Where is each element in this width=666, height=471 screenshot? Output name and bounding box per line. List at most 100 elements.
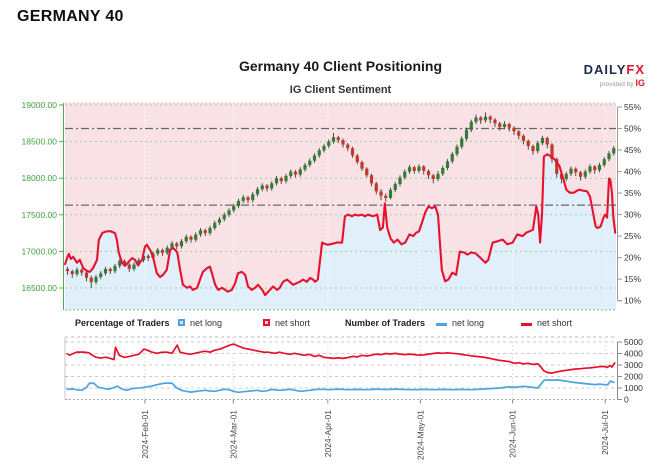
candle-down xyxy=(293,171,298,175)
candle-up xyxy=(208,227,212,234)
candle-down xyxy=(108,268,112,272)
price-axis: 19000.00 18500.00 18000.00 17500.00 17000.00… xyxy=(22,100,64,310)
candle-up xyxy=(213,222,217,228)
candle-down xyxy=(355,155,359,163)
provided-by-text: provided by xyxy=(599,81,634,88)
candle-down xyxy=(246,197,250,201)
candle-up xyxy=(284,176,288,182)
candle-up xyxy=(217,219,222,223)
candle-up xyxy=(536,143,540,152)
candle-up xyxy=(75,269,79,275)
count-tick-label: 0 xyxy=(624,395,629,405)
candle-down xyxy=(550,144,554,160)
candle-up xyxy=(441,167,445,174)
date-tick-label: 2024-Feb-01 xyxy=(140,410,150,459)
chart-subtitle: IG Client Sentiment xyxy=(289,84,392,96)
candle-up xyxy=(612,148,616,154)
candle-up xyxy=(236,200,241,207)
candle-down xyxy=(350,148,355,156)
candle-up xyxy=(317,150,321,156)
price-tick-label: 17000.00 xyxy=(22,246,58,256)
candle-up xyxy=(474,117,478,122)
candle-down xyxy=(521,135,526,141)
count-tick-label: 2000 xyxy=(624,372,643,382)
ig-logo-text: IG xyxy=(635,78,645,88)
candle-up xyxy=(165,247,169,253)
candle-up xyxy=(403,171,407,178)
candle-down xyxy=(512,127,516,132)
legend-num-net-short-label: net short xyxy=(537,318,573,328)
candle-up xyxy=(450,154,454,162)
candle-up xyxy=(331,137,336,142)
candle-up xyxy=(407,167,412,172)
candle-up xyxy=(198,230,203,235)
candle-up xyxy=(602,159,606,166)
candle-down xyxy=(578,172,583,177)
count-tick-label: 1000 xyxy=(624,383,643,393)
net-short-percentage-line xyxy=(64,153,617,297)
candle-up xyxy=(445,161,450,168)
candle-up xyxy=(597,165,602,171)
candle-up xyxy=(388,189,393,198)
candle-down xyxy=(336,137,340,141)
candle-up xyxy=(270,183,274,189)
candle-up xyxy=(94,277,98,283)
candle-down xyxy=(517,131,521,136)
candle-up xyxy=(260,185,264,190)
candle-up xyxy=(222,214,226,220)
date-tick-label: 2024-Apr-01 xyxy=(323,410,333,458)
candle-up xyxy=(99,273,103,278)
net-long-square-icon xyxy=(178,319,185,326)
net-short-square-icon xyxy=(263,319,270,326)
candle-down xyxy=(70,271,74,275)
candle-up xyxy=(588,166,592,172)
brand-daily-text: DAILY xyxy=(583,62,627,77)
candle-down xyxy=(365,168,369,176)
candle-up xyxy=(607,153,611,160)
candle-up xyxy=(540,137,545,144)
candle-down xyxy=(593,166,597,171)
candle-up xyxy=(118,260,122,267)
candle-down xyxy=(555,159,559,174)
candle-up xyxy=(393,184,397,190)
traders-net-short-line xyxy=(66,343,616,374)
candle-down xyxy=(384,195,388,198)
price-tick-label: 17500.00 xyxy=(22,210,58,220)
candle-down xyxy=(360,162,364,169)
candle-down xyxy=(341,140,345,145)
page-title: GERMANY 40 xyxy=(17,8,124,25)
date-tick-label: 2024-May-01 xyxy=(415,410,425,460)
candle-up xyxy=(398,177,402,185)
traders-net-long-line xyxy=(66,379,615,394)
candle-down xyxy=(160,249,165,253)
percent-tick-label: 30% xyxy=(624,210,641,220)
candle-down xyxy=(507,124,511,128)
net-long-line-icon xyxy=(436,323,447,326)
candle-down xyxy=(531,145,535,152)
candle-up xyxy=(327,141,331,146)
legend-pct-net-long-label: net long xyxy=(190,318,223,328)
candle-up xyxy=(132,264,136,269)
candle-down xyxy=(65,268,70,272)
candle-up xyxy=(308,160,312,166)
brand-fx-text: FX xyxy=(626,62,645,77)
candle-down xyxy=(369,175,374,184)
dailyfx-logo: DAILYFX provided by IG xyxy=(584,63,645,89)
candle-up xyxy=(241,197,245,201)
candle-down xyxy=(545,137,549,145)
candle-up xyxy=(255,189,260,195)
candle-down xyxy=(189,236,193,240)
candle-up xyxy=(156,249,160,254)
date-tick-label: 2024-Jul-01 xyxy=(600,410,610,455)
percent-tick-label: 55% xyxy=(624,102,641,112)
percent-tick-label: 15% xyxy=(624,274,641,284)
candle-down xyxy=(203,230,207,234)
dailyfx-wordmark: DAILYFX xyxy=(584,63,645,76)
net-short-line-icon xyxy=(521,323,532,326)
candle-up xyxy=(113,266,117,272)
percent-tick-label: 20% xyxy=(624,253,641,263)
candle-up xyxy=(227,210,231,215)
